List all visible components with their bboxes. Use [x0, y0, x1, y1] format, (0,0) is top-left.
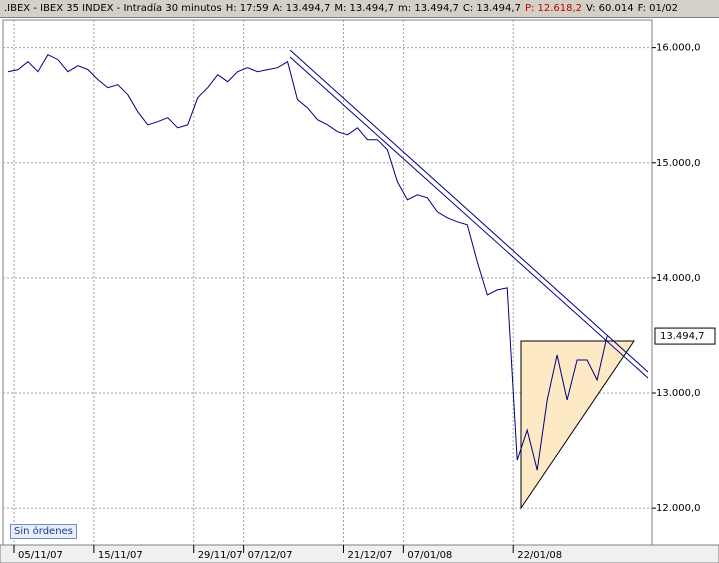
header-bar: .IBEX - IBEX 35 INDEX - Intradía 30 minu…: [0, 0, 719, 18]
x-axis-strip: [0, 544, 719, 563]
y-tick-label: 12.000,0: [656, 503, 701, 514]
header-field: .IBEX - IBEX 35 INDEX - Intradía 30 minu…: [4, 3, 222, 14]
x-tick-label: 21/12/07: [347, 550, 392, 561]
last-price-label: 13.494,7: [660, 331, 705, 342]
price-line: [7, 54, 608, 471]
x-tick-label: 15/11/07: [98, 550, 143, 561]
header-field: m: 13.494,7: [398, 3, 459, 14]
y-tick-label: 16.000,0: [656, 43, 701, 54]
trend-line: [289, 49, 649, 373]
y-tick-label: 15.000,0: [656, 158, 701, 169]
x-tick-label: 29/11/07: [198, 550, 243, 561]
header-field: F: 01/02: [637, 3, 678, 14]
y-tick-label: 13.000,0: [656, 388, 701, 399]
y-tick-label: 14.000,0: [656, 273, 701, 284]
header-field: A: 13.494,7: [272, 3, 331, 14]
header-field: P: 12.618,2: [524, 3, 583, 14]
trend-line: [289, 56, 649, 379]
x-tick-label: 05/11/07: [18, 550, 63, 561]
last-price-box: [654, 327, 716, 345]
header-field: M: 13.494,7: [334, 3, 395, 14]
x-tick-label: 07/12/07: [248, 550, 293, 561]
header-field: V: 60.014: [586, 3, 634, 14]
x-tick-label: 07/01/08: [407, 550, 452, 561]
header-field: C: 13.494,7: [462, 3, 521, 14]
triangle-pattern: [520, 340, 635, 510]
header-field: H: 17:59: [225, 3, 269, 14]
orders-button[interactable]: Sin órdenes: [10, 524, 77, 539]
x-tick-label: 22/01/08: [517, 550, 562, 561]
plot-area: [2, 19, 653, 546]
